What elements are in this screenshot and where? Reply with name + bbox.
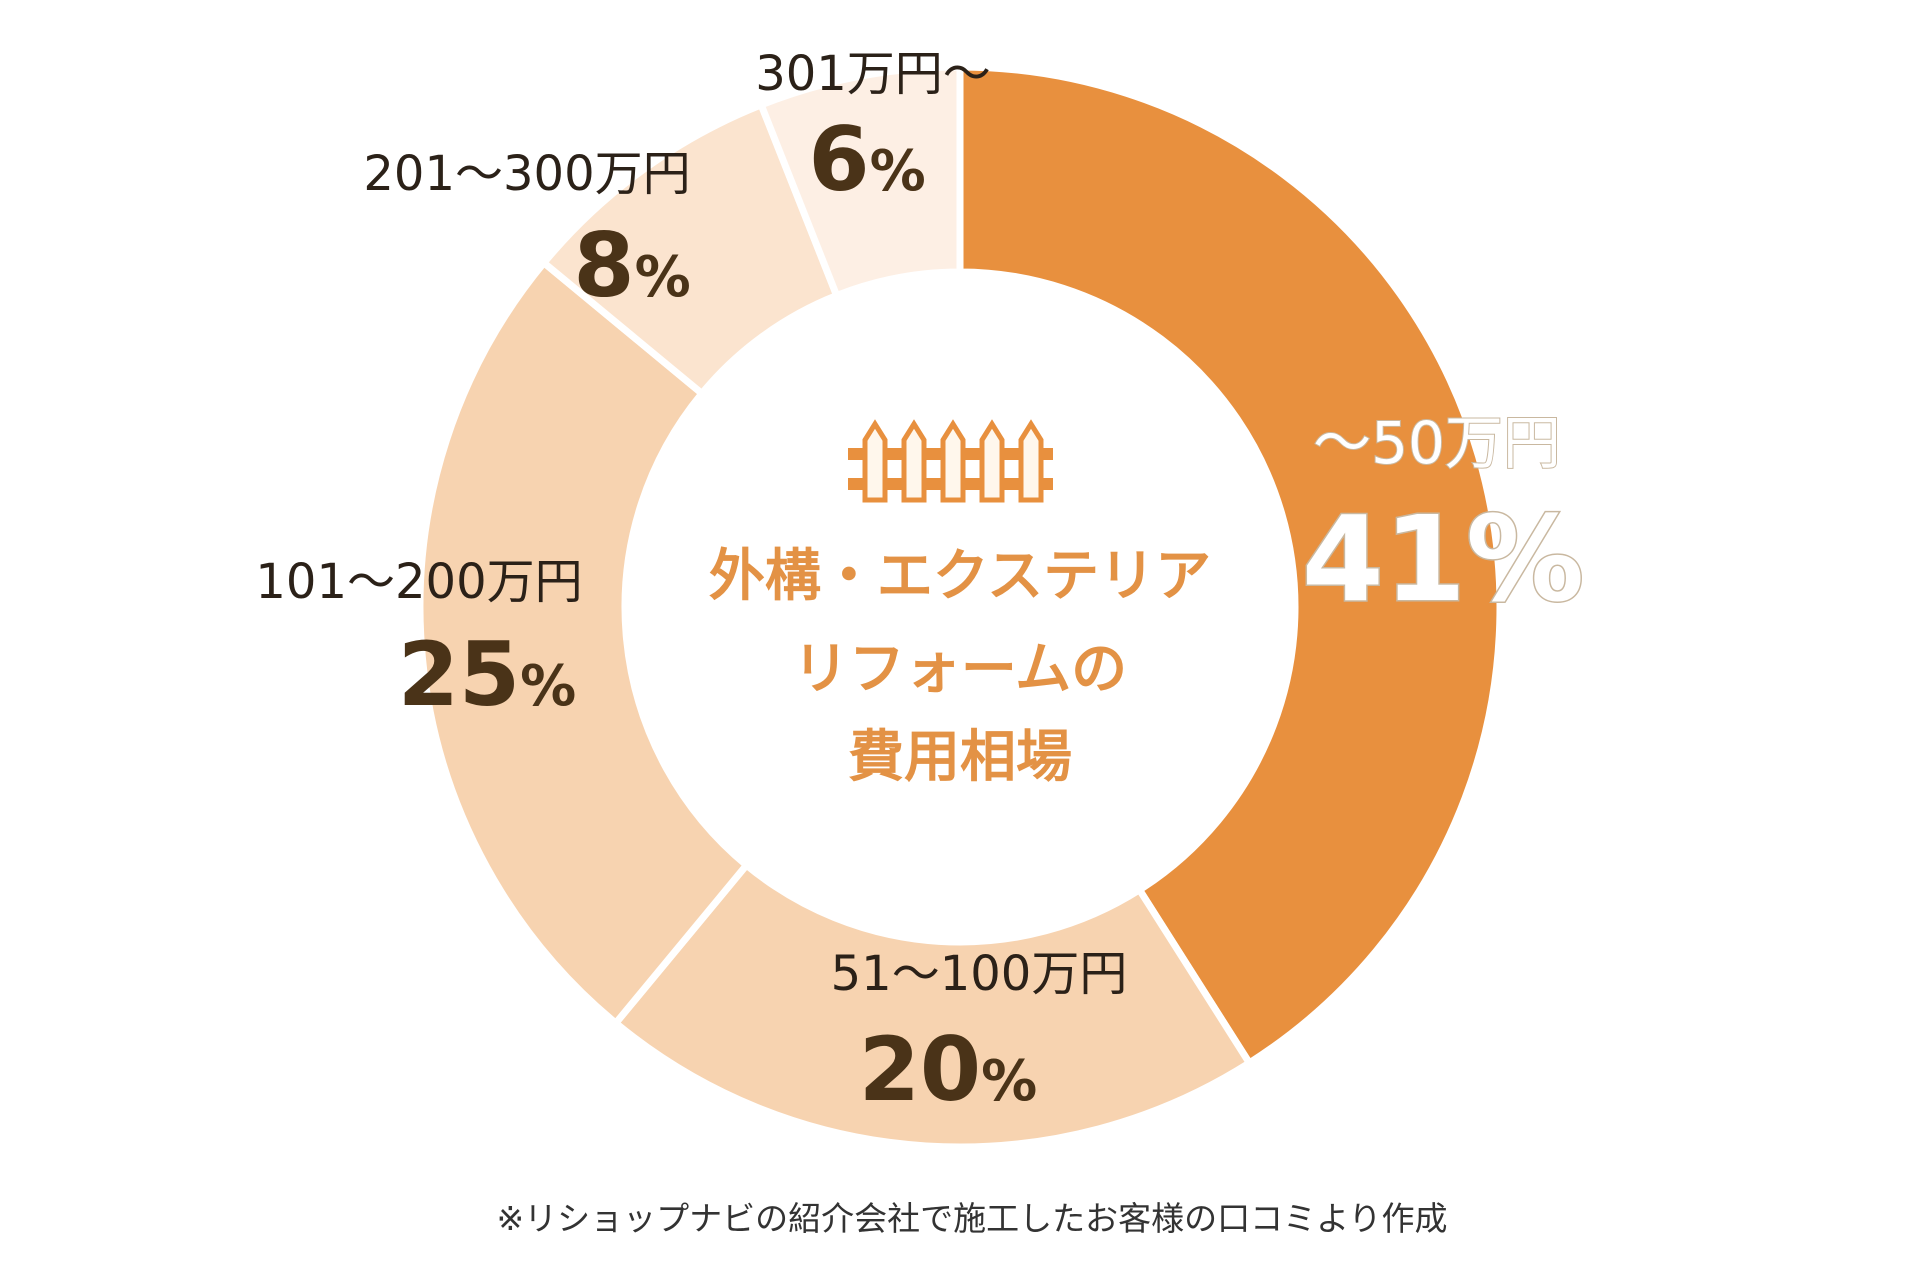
slice-4 — [756, 63, 964, 301]
slice-1 — [610, 860, 1255, 1151]
category-label-3: 201～300万円 — [363, 146, 690, 202]
category-label-1: 51～100万円 — [831, 946, 1128, 1002]
slice-0 — [956, 63, 1504, 1068]
category-label-2: 101～200万円 — [255, 554, 582, 610]
value-label-0: 41% — [1302, 490, 1584, 628]
center-title-line-3: 費用相場 — [848, 725, 1072, 790]
fence-icon — [848, 419, 1053, 503]
center-title-line-1: 外構・エクステリア — [709, 544, 1211, 609]
value-label-3: 8% — [573, 214, 690, 317]
center-title-line-2: リフォームの — [793, 637, 1127, 702]
category-label-0: ～50万円 — [1313, 409, 1561, 477]
slices — [416, 63, 1504, 1151]
slice-2 — [416, 257, 752, 1029]
footnote: ※リショップナビの紹介会社で施工したお客様の口コミより作成 — [497, 1199, 1448, 1238]
category-label-4: 301万円～ — [755, 46, 991, 102]
